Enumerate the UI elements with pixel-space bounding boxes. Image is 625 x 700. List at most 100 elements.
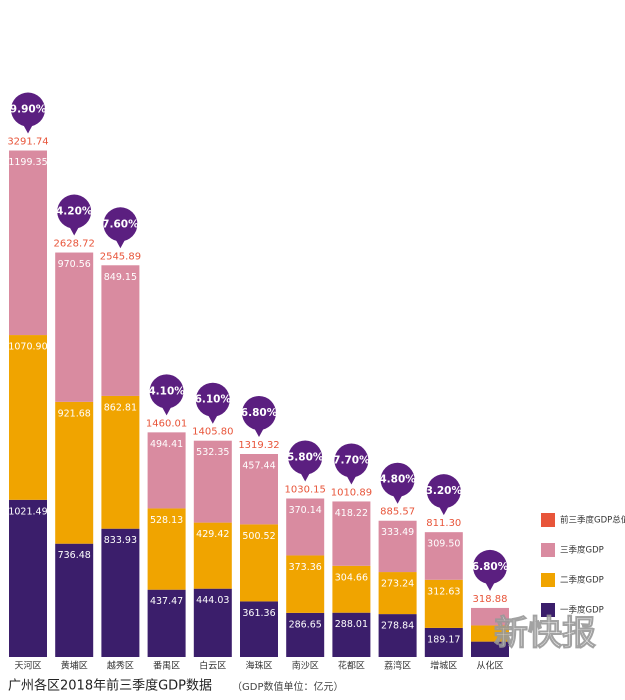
- growth-badge: [57, 194, 92, 229]
- bar-segment: [147, 589, 186, 657]
- bar-segment: [55, 401, 94, 544]
- growth-badge: [473, 549, 507, 584]
- value-label: 921.68: [58, 408, 91, 419]
- watermark: 新快报: [494, 614, 596, 654]
- bar-segment: [193, 588, 232, 657]
- growth-label: 6.10%: [195, 394, 232, 406]
- bar-segment: [471, 625, 509, 642]
- growth-label: 3.20%: [426, 485, 463, 497]
- bar-segment: [55, 543, 94, 657]
- bar-segment: [332, 565, 371, 613]
- growth-badge: [149, 374, 184, 409]
- value-label: 849.15: [104, 272, 137, 283]
- x-tick-label: 增城区: [430, 660, 457, 672]
- total-label: 1010.89: [331, 487, 372, 498]
- legend-label: 三季度GDP: [560, 545, 604, 556]
- value-label: 970.56: [58, 259, 91, 270]
- value-label: 1070.90: [8, 342, 47, 353]
- legend-swatch: [541, 513, 555, 527]
- bar-segment: [471, 607, 509, 626]
- growth-label: 7.70%: [333, 454, 370, 466]
- x-tick-label: 荔湾区: [384, 660, 411, 672]
- bar-segment: [378, 614, 417, 657]
- bar-segment: [286, 612, 325, 657]
- bar-segment: [55, 252, 94, 402]
- value-label: 437.47: [150, 596, 183, 607]
- growth-label: 9.90%: [10, 104, 47, 116]
- bar-segment: [147, 508, 186, 590]
- bar-segment: [240, 601, 278, 657]
- growth-label: 7.60%: [102, 218, 139, 230]
- bar-segment: [286, 555, 325, 613]
- bar-segment: [9, 499, 47, 657]
- growth-badge: [380, 462, 415, 497]
- value-label: 373.36: [289, 562, 322, 573]
- growth-label: 4.80%: [379, 474, 416, 486]
- total-label: 318.88: [473, 594, 508, 605]
- value-label: 286.65: [289, 619, 322, 630]
- bar-segment: [424, 532, 463, 580]
- total-label: 1460.01: [146, 418, 187, 429]
- bar-segment: [240, 454, 278, 525]
- bar-segment: [147, 432, 186, 509]
- value-label: 500.52: [242, 531, 275, 542]
- bar-segment: [424, 579, 463, 628]
- value-label: 312.63: [427, 586, 460, 597]
- value-label: 361.36: [242, 608, 275, 619]
- value-label: 528.13: [150, 515, 183, 526]
- x-tick-label: 白云区: [199, 660, 226, 672]
- total-label: 1405.80: [192, 427, 233, 438]
- growth-badge: [103, 207, 138, 242]
- total-label: 2628.72: [54, 239, 95, 250]
- value-label: 444.03: [196, 595, 229, 606]
- bar-segment: [101, 528, 140, 657]
- legend-label: 一季度GDP: [560, 605, 604, 616]
- x-tick-label: 南沙区: [292, 660, 319, 672]
- bar-segment: [471, 641, 509, 657]
- bar-segment: [193, 522, 232, 589]
- value-label: 532.35: [196, 447, 229, 458]
- legend-label: 前三季度GDP总值: [560, 515, 625, 526]
- value-label: 494.41: [150, 439, 183, 450]
- growth-badge: [242, 396, 276, 431]
- bar-segment: [101, 395, 140, 529]
- bar-segment: [9, 335, 47, 500]
- bar-segment: [424, 627, 463, 657]
- x-tick-label: 黄埔区: [61, 660, 88, 672]
- value-label: 457.44: [242, 461, 275, 472]
- growth-label: 4.10%: [148, 385, 185, 397]
- bar-segment: [193, 440, 232, 523]
- bar-segment: [9, 150, 47, 336]
- total-label: 811.30: [426, 518, 461, 529]
- x-tick-label: 从化区: [476, 660, 503, 672]
- growth-label: 6.80%: [241, 407, 278, 419]
- bar-segment: [332, 612, 371, 657]
- x-tick-label: 越秀区: [107, 660, 134, 672]
- total-label: 1030.15: [285, 484, 326, 495]
- legend-swatch: [541, 573, 555, 587]
- value-label: 333.49: [381, 527, 414, 538]
- value-label: 429.42: [196, 529, 229, 540]
- growth-badge: [195, 382, 230, 417]
- legend-swatch: [541, 543, 555, 557]
- value-label: 370.14: [289, 505, 322, 516]
- total-label: 885.57: [380, 507, 415, 518]
- value-label: 736.48: [58, 550, 91, 561]
- value-label: 1021.49: [8, 506, 47, 517]
- value-label: 862.81: [104, 402, 137, 413]
- bar-segment: [378, 572, 417, 615]
- total-label: 1319.32: [238, 440, 279, 451]
- x-tick-label: 花都区: [338, 660, 365, 672]
- chart-subtitle: （GDP数值单位：亿元）: [232, 680, 343, 693]
- value-label: 278.84: [381, 621, 414, 632]
- growth-badge: [288, 440, 323, 475]
- total-label: 2545.89: [100, 251, 141, 262]
- x-tick-label: 天河区: [14, 660, 41, 672]
- value-label: 288.01: [335, 619, 368, 630]
- legend-label: 二季度GDP: [560, 575, 604, 586]
- legend-swatch: [541, 603, 555, 617]
- growth-label: 5.80%: [287, 451, 324, 463]
- x-tick-label: 海珠区: [245, 660, 272, 672]
- growth-badge: [334, 443, 369, 478]
